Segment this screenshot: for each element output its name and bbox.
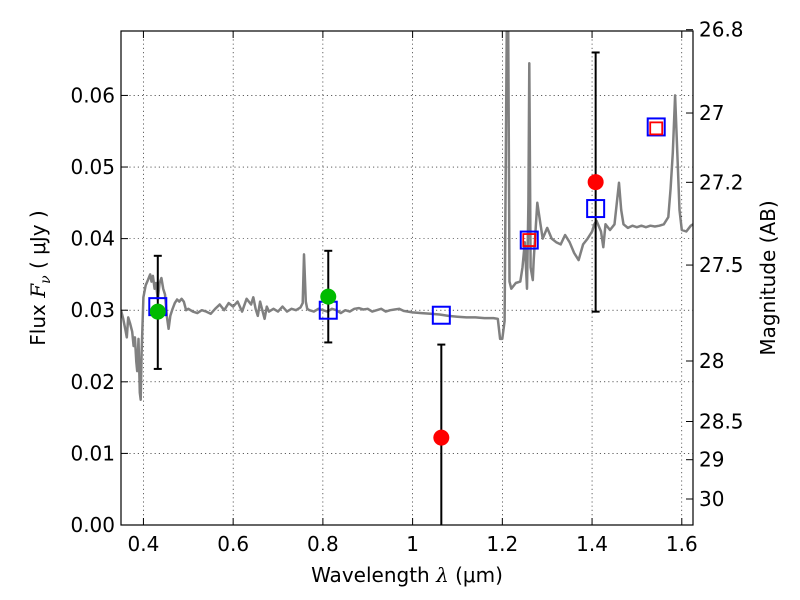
y2-tick-label: 30 (699, 487, 724, 511)
y2-tick-label: 27 (699, 101, 724, 125)
detection-point-green (320, 288, 337, 305)
y2-axis-label: Magnitude (AB) (756, 200, 780, 355)
grid-lines (121, 31, 693, 526)
x-tick-label: 1.4 (576, 532, 608, 556)
x-tick-label: 0.6 (217, 532, 249, 556)
model-square-blue (519, 230, 539, 250)
y-tick-label: 0.03 (70, 298, 115, 322)
x-tick-label: 0.4 (128, 532, 160, 556)
model-square-red (649, 121, 664, 136)
plot-area (121, 31, 693, 525)
upper-limit-point-red (433, 429, 450, 446)
y2-tick-label: 28 (699, 349, 724, 373)
upper-limit-point-red (587, 174, 604, 191)
y-tick-label: 0.02 (70, 370, 115, 394)
model-square-red (522, 233, 537, 247)
y-tick-label: 0.06 (70, 83, 115, 107)
x-tick-label: 1.2 (486, 532, 518, 556)
y2-tick-label: 26.8 (699, 18, 744, 42)
x-tick-label: 1 (406, 532, 419, 556)
model-square-blue (586, 199, 606, 219)
x-tick-label: 0.8 (307, 532, 339, 556)
y-tick-label: 0.00 (70, 513, 115, 537)
y-tick-label: 0.05 (70, 155, 115, 179)
detection-point-green (149, 303, 166, 320)
x-tick-label: 1.6 (666, 532, 698, 556)
axes: 0.4 0.6 0.8 1 1.2 1.4 1.6 0.00 0.01 0.02 0.03 0.04 0… (70, 18, 743, 556)
y-axis-label: Flux Fν ( μJy ) (26, 210, 54, 345)
template-spectrum-line (121, 31, 693, 401)
x-axis-label: Wavelength λ (μm) (311, 563, 503, 587)
y2-tick-label: 27.2 (699, 170, 744, 194)
plot-frame (120, 30, 694, 526)
model-square-blue (646, 117, 666, 137)
y2-tick-label: 28.5 (699, 410, 744, 434)
y2-tick-label: 29 (699, 448, 724, 472)
y2-tick-label: 27.5 (699, 253, 744, 277)
y-tick-label: 0.01 (70, 441, 115, 465)
y-tick-label: 0.04 (70, 227, 115, 251)
model-square-blue (431, 305, 451, 325)
